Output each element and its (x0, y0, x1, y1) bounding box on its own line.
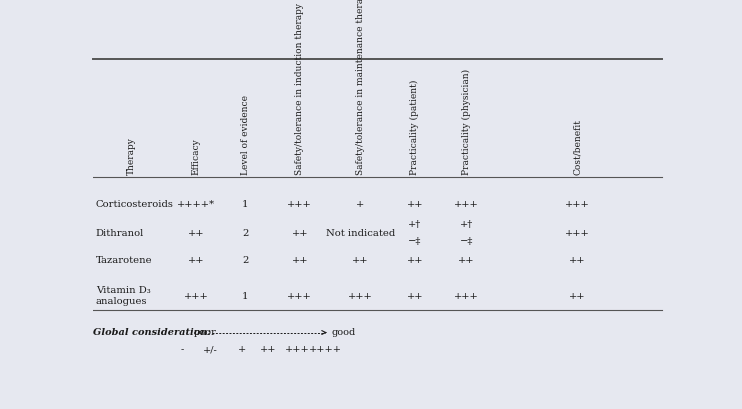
Text: +++: +++ (565, 229, 590, 238)
Text: ++: ++ (188, 256, 205, 265)
Text: poor: poor (194, 328, 216, 337)
Text: +++: +++ (454, 292, 479, 301)
Text: Not indicated: Not indicated (326, 229, 395, 238)
Text: −‡: −‡ (460, 237, 473, 246)
Text: Cost/benefit: Cost/benefit (573, 119, 582, 175)
Text: 1: 1 (242, 292, 249, 301)
Text: ++: ++ (352, 256, 368, 265)
Text: Level of evidence: Level of evidence (240, 95, 249, 175)
Text: Vitamin D₃
analogues: Vitamin D₃ analogues (96, 286, 151, 306)
Text: Practicality (physician): Practicality (physician) (462, 69, 471, 175)
Text: +: + (238, 345, 246, 354)
Text: ++++: ++++ (309, 345, 342, 354)
Text: +++: +++ (287, 200, 312, 209)
Text: −‡: −‡ (408, 237, 421, 246)
Text: Dithranol: Dithranol (96, 229, 144, 238)
Text: -: - (180, 345, 183, 354)
Text: +++: +++ (565, 200, 590, 209)
Text: +†: +† (408, 220, 421, 229)
Text: +/-: +/- (203, 345, 218, 354)
Text: Safety/tolerance in maintenance therapy: Safety/tolerance in maintenance therapy (355, 0, 364, 175)
Text: ++: ++ (292, 229, 308, 238)
Text: ++: ++ (188, 229, 205, 238)
Text: +++: +++ (454, 200, 479, 209)
Text: Safety/tolerance in induction therapy: Safety/tolerance in induction therapy (295, 3, 304, 175)
Text: ++: ++ (292, 256, 308, 265)
Text: Global consideration:: Global consideration: (93, 328, 211, 337)
Text: +†: +† (460, 220, 473, 229)
Text: Tazarotene: Tazarotene (96, 256, 152, 265)
Text: Efficacy: Efficacy (191, 138, 201, 175)
Text: ++: ++ (569, 292, 585, 301)
Text: ++: ++ (407, 200, 423, 209)
Text: Practicality (patient): Practicality (patient) (410, 80, 419, 175)
Text: ++: ++ (260, 345, 276, 354)
Text: +++: +++ (348, 292, 372, 301)
Text: ++: ++ (407, 256, 423, 265)
Text: ++++*: ++++* (177, 200, 215, 209)
Text: ++: ++ (459, 256, 475, 265)
Text: 2: 2 (242, 229, 249, 238)
Text: Corticosteroids: Corticosteroids (96, 200, 174, 209)
Text: 1: 1 (242, 200, 249, 209)
Text: good: good (332, 328, 355, 337)
Text: ++: ++ (569, 256, 585, 265)
Text: Therapy: Therapy (127, 137, 136, 175)
Text: +++: +++ (287, 292, 312, 301)
Text: +: + (356, 200, 364, 209)
Text: +++: +++ (284, 345, 309, 354)
Text: ++: ++ (407, 292, 423, 301)
Text: +++: +++ (184, 292, 209, 301)
Text: 2: 2 (242, 256, 249, 265)
